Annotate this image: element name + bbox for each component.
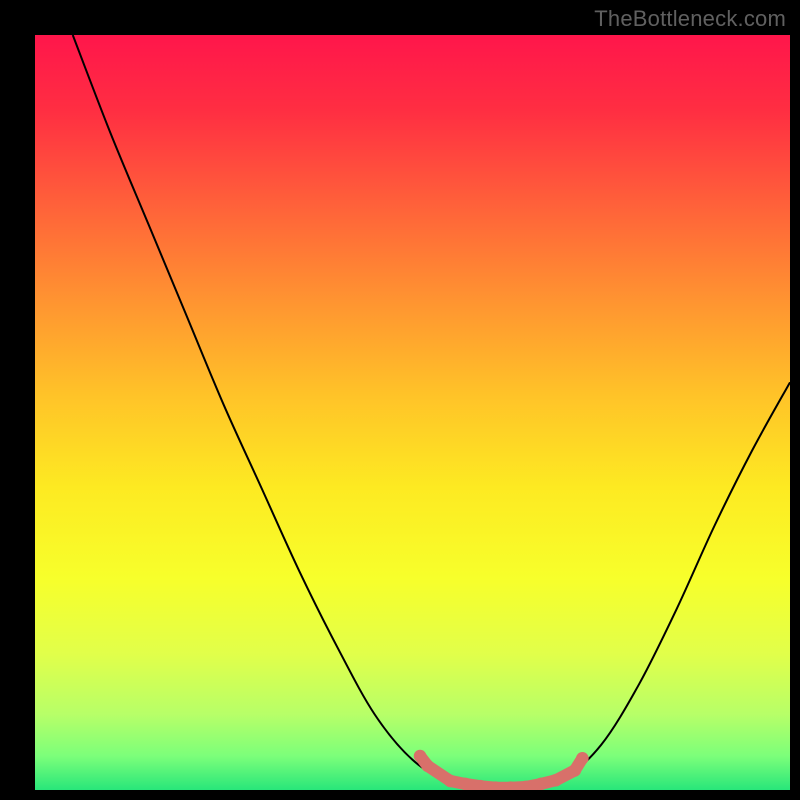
gradient-background	[35, 35, 790, 790]
chart-root: TheBottleneck.com	[0, 0, 800, 800]
plot-area	[35, 35, 790, 790]
watermark-text: TheBottleneck.com	[594, 6, 786, 32]
